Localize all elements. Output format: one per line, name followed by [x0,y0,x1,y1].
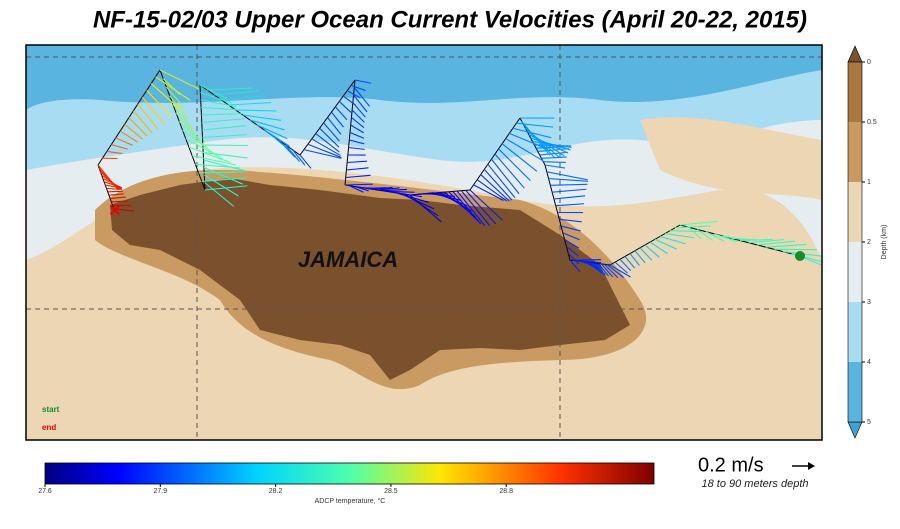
map: ✕ JAMAICA start end [26,45,841,440]
scale-depth: 18 to 90 meters depth [701,478,808,490]
depth-band [848,242,862,302]
start-marker [795,251,805,261]
temperature-ticks: 27.6 27.9 28.2 28.5 28.8 [38,484,513,495]
depth-tick-label: 3 [867,299,871,306]
depth-extend-bottom [848,422,862,438]
title: NF-15-02/03 Upper Ocean Current Velociti… [93,6,807,33]
temperature-tick-label: 28.5 [384,488,398,495]
scale-speed: 0.2 m/s [698,454,764,476]
depth-band [848,182,862,242]
depth-band [848,122,862,182]
depth-colorbar-label: Depth (km) [881,225,888,260]
depth-extend-top [848,46,862,62]
temperature-tick-label: 28.8 [499,488,513,495]
temperature-colorbar-label: ADCP temperature, °C [315,497,386,505]
legend-start: start [42,405,60,414]
temperature-tick-label: 28.2 [269,488,283,495]
depth-band [848,302,862,362]
depth-tick-label: 0 [867,59,871,66]
temperature-tick-label: 27.9 [153,488,167,495]
depth-tick-label: 2 [867,239,871,246]
temperature-colorbar [45,463,654,484]
depth-tick-label: 1 [867,179,871,186]
vector [108,191,123,192]
scale-arrow-head [808,462,815,470]
temperature-tick-label: 27.6 [38,488,52,495]
depth-tick-label: 4 [867,359,871,366]
legend-end: end [42,423,56,432]
depth-tick-label: 0.5 [867,119,877,126]
depth-band [848,362,862,422]
depth-colorbar: 0 0.5 1 2 3 4 5 [848,46,877,438]
depth-band [848,62,862,122]
vector [573,260,601,261]
island-label: JAMAICA [298,247,398,272]
depth-tick-label: 5 [867,419,871,426]
end-marker: ✕ [108,203,121,220]
